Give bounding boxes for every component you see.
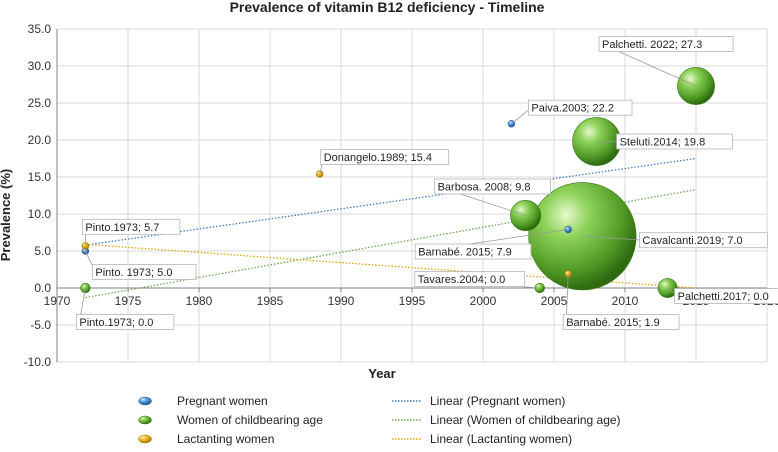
y-tick-label: 5.0 — [34, 244, 51, 258]
x-tick-label: 1980 — [186, 294, 213, 308]
legend-item-linear-lactating: Linear (Lactanting women) — [392, 432, 572, 446]
data-label: Steluti.2014; 19.8 — [620, 136, 706, 148]
y-tick-label: 0.0 — [34, 281, 51, 295]
data-label: Barnabé. 2015; 1.9 — [566, 317, 660, 329]
x-tick-label: 1995 — [399, 294, 426, 308]
data-label: Paiva.2003; 22.2 — [531, 103, 614, 115]
x-tick-label: 2010 — [612, 294, 639, 308]
data-label-box — [598, 36, 734, 52]
data-label: Palchetti. 2022; 27.3 — [602, 39, 702, 51]
chart-title: Prevalence of vitamin B12 deficiency - T… — [230, 0, 545, 15]
data-label-box — [639, 232, 768, 249]
y-tick-label: 30.0 — [28, 59, 52, 73]
legend-label-lactating: Lactanting women — [177, 432, 274, 446]
axes: -10.0 -5.0 0.0 5.0 10.0 15.0 20.0 25.0 30.0 35.0 1… — [24, 22, 778, 369]
legend: Pregnant women Women of childbearing age… — [138, 394, 621, 446]
gridlines — [56, 28, 768, 363]
data-label-box — [674, 288, 778, 304]
y-tick-label: 25.0 — [28, 96, 52, 110]
legend-label-women: Women of childbearing age — [177, 413, 323, 427]
data-label-box — [320, 149, 450, 165]
data-label: Cavalcanti.2019; 7.0 — [642, 235, 742, 247]
data-label: Pinto.1973; 5.7 — [85, 222, 159, 234]
data-label: Donangelo.1989; 15.4 — [324, 152, 432, 164]
data-label: Barbosa. 2008; 9.8 — [438, 181, 531, 193]
data-label: Pinto. 1973; 5.0 — [95, 267, 172, 279]
data-label-box — [414, 243, 532, 260]
y-tick-label: 10.0 — [28, 207, 52, 221]
data-label-box — [434, 178, 551, 195]
legend-marker-pregnant — [138, 396, 152, 406]
x-axis-label: Year — [368, 366, 395, 381]
x-tick-label: 1985 — [257, 294, 284, 308]
legend-label-pregnant: Pregnant women — [177, 394, 268, 408]
data-label-box — [76, 314, 175, 330]
y-axis-label: Prevalence (%) — [0, 169, 13, 262]
x-tick-label: 2000 — [470, 294, 497, 308]
legend-marker-women — [138, 415, 152, 425]
legend-item-lactating: Lactanting women — [138, 432, 274, 446]
legend-item-linear-pregnant: Linear (Pregnant women) — [392, 394, 565, 408]
bubble-lactating — [316, 170, 324, 178]
y-tick-label: 35.0 — [28, 22, 52, 36]
y-tick-label: -10.0 — [24, 355, 52, 369]
data-label-box — [528, 99, 633, 116]
y-tick-label: 20.0 — [28, 133, 52, 147]
legend-marker-lactating — [138, 434, 152, 444]
legend-item-pregnant: Pregnant women — [138, 394, 268, 408]
leader-line — [582, 235, 643, 241]
data-label: Tavares.2004; 0.0 — [418, 274, 505, 286]
data-label-box — [616, 133, 733, 150]
leader-line — [565, 273, 569, 322]
data-label-box — [414, 271, 525, 287]
x-tick-label: 1975 — [115, 294, 142, 308]
data-label-box — [562, 314, 680, 330]
legend-label-linear-women: Linear (Women of childbearing age) — [430, 413, 621, 427]
x-tick-label: 1990 — [328, 294, 355, 308]
legend-item-women: Women of childbearing age — [138, 413, 323, 427]
legend-label-linear-pregnant: Linear (Pregnant women) — [430, 394, 565, 408]
legend-item-linear-women: Linear (Women of childbearing age) — [392, 413, 621, 427]
x-tick-label: 2005 — [541, 294, 568, 308]
y-tick-label: 15.0 — [28, 170, 52, 184]
data-label: Palchetti.2017; 0.0 — [678, 291, 769, 303]
data-label-box — [92, 264, 197, 280]
data-labels: Cavalcanti.2019; 7.0 Steluti.2014; 19.8 Pa… — [76, 36, 778, 330]
legend-label-linear-lactating: Linear (Lactanting women) — [430, 432, 572, 446]
data-label: Pinto.1973; 0.0 — [79, 317, 153, 329]
trendline-pregnant — [85, 157, 697, 246]
data-label: Barnabé. 2015; 7.9 — [418, 247, 512, 259]
data-label-box — [82, 218, 181, 235]
y-tick-label: -5.0 — [30, 318, 51, 332]
